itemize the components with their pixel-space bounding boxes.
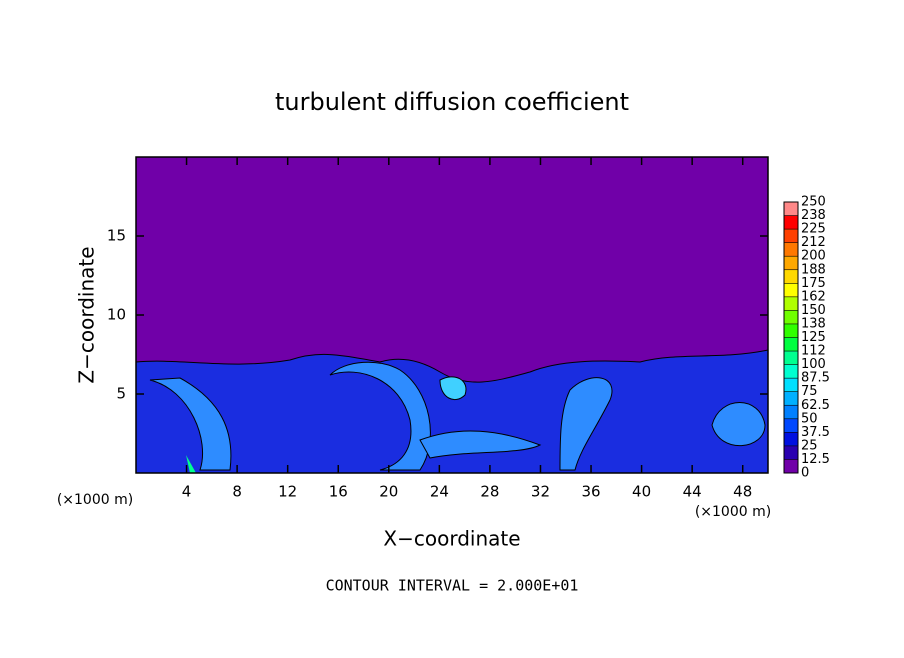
colorbar-band [784, 445, 798, 460]
colorbar-label: 225 [801, 222, 826, 237]
field-region [711, 402, 766, 447]
colorbar-label: 150 [801, 303, 826, 318]
x-tick-label: 20 [379, 483, 398, 501]
colorbar-band [784, 256, 798, 270]
field-region [149, 377, 232, 471]
y-tick-label: 15 [107, 227, 126, 245]
colorbar-label: 200 [801, 249, 826, 264]
colorbar-band [784, 405, 798, 419]
y-tick-label: 5 [116, 385, 126, 403]
colorbar-label: 37.5 [801, 425, 830, 440]
colorbar-label: 0 [801, 466, 809, 481]
x-tick-label: 16 [329, 483, 348, 501]
colorbar-label: 238 [801, 208, 826, 223]
colorbar-label: 250 [801, 195, 826, 210]
colorbar-band [784, 432, 798, 446]
colorbar-band [784, 296, 798, 311]
colorbar-band [784, 323, 798, 338]
field-region [439, 376, 467, 400]
x-tick-label: 40 [632, 483, 651, 501]
colorbar-band [784, 283, 798, 297]
colorbar-band [784, 310, 798, 324]
colorbar-band [784, 391, 798, 406]
chart-title: turbulent diffusion coefficient [275, 88, 629, 116]
colorbar-label: 25 [801, 438, 818, 453]
colorbar-band [784, 378, 798, 392]
field-region [559, 377, 613, 471]
field-region [329, 361, 431, 471]
x-tick-label: 36 [581, 483, 600, 501]
colorbar-label: 12.5 [801, 452, 830, 467]
colorbar-label: 175 [801, 276, 826, 291]
field-region [186, 455, 196, 473]
field-region [419, 430, 542, 459]
x-tick-label: 8 [232, 483, 242, 501]
colorbar-band [784, 215, 798, 230]
colorbar-label: 75 [801, 384, 818, 399]
colorbar-label: 112 [801, 344, 826, 359]
x-unit-label: (×1000 m) [57, 492, 133, 508]
x-unit-label: (×1000 m) [695, 504, 771, 520]
footer-note: CONTOUR INTERVAL = 2.000E+01 [326, 577, 579, 595]
colorbar-band [784, 459, 798, 473]
colorbar-label: 212 [801, 235, 826, 250]
colorbar-band [784, 337, 798, 352]
x-tick-label: 24 [430, 483, 449, 501]
colorbar-band [784, 418, 798, 433]
colorbar-label: 87.5 [801, 371, 830, 386]
colorbar-band [784, 242, 798, 257]
colorbar-label: 62.5 [801, 398, 830, 413]
y-tick-label: 10 [107, 306, 126, 324]
x-axis-label: X−coordinate [383, 527, 520, 551]
colorbar-label: 162 [801, 289, 826, 304]
colorbar-band [784, 269, 798, 284]
x-tick-label: 32 [531, 483, 550, 501]
x-tick-label: 44 [683, 483, 702, 501]
field [135, 157, 769, 474]
colorbar-label: 138 [801, 316, 826, 331]
x-tick-label: 48 [733, 483, 752, 501]
colorbar-label: 125 [801, 330, 826, 345]
y-axis-label: Z−coordinate [75, 246, 99, 383]
x-tick-label: 12 [278, 483, 297, 501]
colorbar-band [784, 202, 798, 216]
colorbar-band [784, 351, 798, 365]
x-tick-label: 4 [182, 483, 192, 501]
colorbar-label: 50 [801, 411, 818, 426]
colorbar-band [784, 364, 798, 379]
x-tick-label: 28 [480, 483, 499, 501]
colorbar-label: 188 [801, 262, 826, 277]
colorbar-band [784, 229, 798, 243]
colorbar-label: 100 [801, 357, 826, 372]
